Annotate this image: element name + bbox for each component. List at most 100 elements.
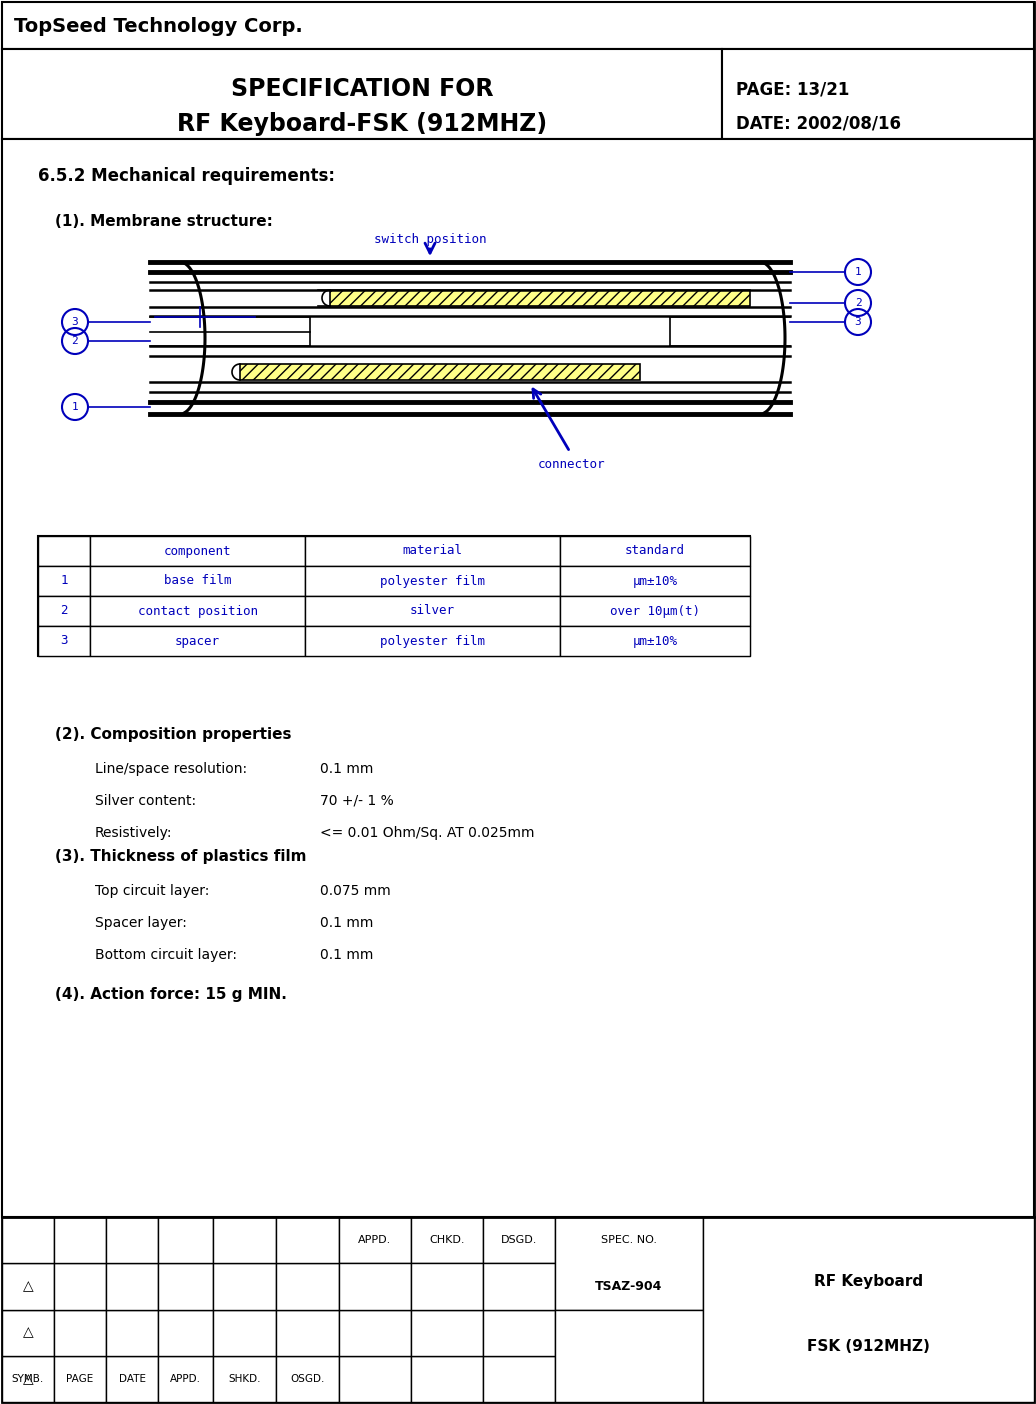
- Text: DATE: DATE: [118, 1375, 145, 1384]
- Text: CHKD.: CHKD.: [429, 1236, 465, 1245]
- Text: Spacer layer:: Spacer layer:: [95, 915, 186, 929]
- Text: △: △: [23, 1325, 33, 1339]
- Bar: [159, 1356, 213, 1403]
- Bar: [38, 597, 90, 626]
- Bar: [411, 1264, 483, 1310]
- Text: APPD.: APPD.: [170, 1375, 201, 1384]
- Bar: [703, 1217, 1034, 1403]
- Bar: [159, 1264, 213, 1310]
- Bar: [2, 1217, 54, 1264]
- Bar: [213, 1217, 276, 1264]
- Text: polyester film: polyester film: [380, 635, 485, 647]
- Text: 1: 1: [60, 574, 67, 587]
- Text: 1: 1: [855, 267, 861, 277]
- Bar: [90, 566, 305, 597]
- Text: Silver content:: Silver content:: [95, 795, 196, 807]
- Text: 70 +/- 1 %: 70 +/- 1 %: [320, 795, 394, 807]
- Bar: [90, 536, 305, 566]
- Bar: [411, 1356, 483, 1403]
- Bar: [483, 1356, 555, 1403]
- Text: Top circuit layer:: Top circuit layer:: [95, 885, 209, 899]
- Text: 2: 2: [71, 336, 79, 345]
- Bar: [305, 566, 560, 597]
- Text: polyester film: polyester film: [380, 574, 485, 587]
- Bar: [90, 597, 305, 626]
- Bar: [2, 1264, 54, 1310]
- Text: PAGE: 13/21: PAGE: 13/21: [736, 80, 850, 98]
- Text: Resistively:: Resistively:: [95, 826, 173, 840]
- Text: 1: 1: [71, 402, 79, 411]
- Bar: [560, 597, 750, 626]
- Bar: [330, 291, 750, 306]
- Bar: [555, 1310, 703, 1403]
- Bar: [305, 626, 560, 656]
- Text: 0.075 mm: 0.075 mm: [320, 885, 391, 899]
- Bar: [38, 536, 90, 566]
- Text: SPEC. NO.: SPEC. NO.: [601, 1236, 657, 1245]
- Text: silver: silver: [410, 605, 455, 618]
- Text: contact position: contact position: [138, 605, 258, 618]
- Bar: [722, 49, 1034, 139]
- Bar: [2, 139, 1034, 1217]
- Text: OSGD.: OSGD.: [290, 1375, 324, 1384]
- Bar: [159, 1217, 213, 1264]
- Text: Bottom circuit layer:: Bottom circuit layer:: [95, 948, 237, 962]
- Text: 0.1 mm: 0.1 mm: [320, 948, 373, 962]
- Text: (3). Thickness of plastics film: (3). Thickness of plastics film: [55, 848, 307, 863]
- Bar: [54, 1310, 106, 1356]
- Text: connector: connector: [538, 458, 605, 470]
- Bar: [339, 1356, 411, 1403]
- Bar: [560, 626, 750, 656]
- Bar: [2, 1356, 54, 1403]
- Text: SYMB.: SYMB.: [11, 1375, 45, 1384]
- Bar: [339, 1217, 411, 1264]
- Text: 2: 2: [855, 298, 861, 307]
- Bar: [2, 1310, 54, 1356]
- Text: SPECIFICATION FOR: SPECIFICATION FOR: [231, 77, 493, 101]
- Bar: [106, 1310, 159, 1356]
- Text: spacer: spacer: [175, 635, 220, 647]
- Text: 0.1 mm: 0.1 mm: [320, 915, 373, 929]
- Text: 3: 3: [71, 317, 79, 327]
- Text: μm±10%: μm±10%: [633, 574, 678, 587]
- Bar: [555, 1217, 703, 1310]
- Bar: [213, 1264, 276, 1310]
- Text: over 10μm(t): over 10μm(t): [610, 605, 700, 618]
- Text: RF Keyboard-FSK (912MHZ): RF Keyboard-FSK (912MHZ): [177, 112, 547, 136]
- Text: switch position: switch position: [374, 233, 486, 246]
- Text: SHKD.: SHKD.: [228, 1375, 261, 1384]
- Bar: [106, 1264, 159, 1310]
- Bar: [38, 536, 750, 656]
- Text: 3: 3: [855, 317, 861, 327]
- Bar: [276, 1356, 339, 1403]
- Bar: [213, 1356, 276, 1403]
- Text: material: material: [403, 545, 462, 557]
- Bar: [305, 536, 560, 566]
- Bar: [213, 1310, 276, 1356]
- Bar: [106, 1217, 159, 1264]
- Text: FSK (912MHZ): FSK (912MHZ): [807, 1339, 930, 1353]
- Bar: [339, 1264, 411, 1310]
- Bar: [276, 1310, 339, 1356]
- Bar: [483, 1217, 555, 1264]
- Text: 3: 3: [60, 635, 67, 647]
- Text: <= 0.01 Ohm/Sq. AT 0.025mm: <= 0.01 Ohm/Sq. AT 0.025mm: [320, 826, 535, 840]
- Bar: [560, 566, 750, 597]
- Text: △: △: [23, 1279, 33, 1293]
- Text: Line/space resolution:: Line/space resolution:: [95, 762, 248, 776]
- Bar: [38, 566, 90, 597]
- Bar: [411, 1310, 483, 1356]
- Bar: [240, 364, 640, 380]
- Bar: [38, 626, 90, 656]
- Bar: [276, 1264, 339, 1310]
- Text: (2). Composition properties: (2). Composition properties: [55, 726, 291, 741]
- Text: component: component: [164, 545, 231, 557]
- Text: △: △: [23, 1372, 33, 1386]
- Text: PAGE: PAGE: [66, 1375, 93, 1384]
- Text: μm±10%: μm±10%: [633, 635, 678, 647]
- Bar: [106, 1356, 159, 1403]
- Bar: [54, 1356, 106, 1403]
- Text: (4). Action force: 15 g MIN.: (4). Action force: 15 g MIN.: [55, 987, 287, 1001]
- Text: RF Keyboard: RF Keyboard: [814, 1275, 923, 1289]
- Text: 6.5.2 Mechanical requirements:: 6.5.2 Mechanical requirements:: [38, 167, 335, 185]
